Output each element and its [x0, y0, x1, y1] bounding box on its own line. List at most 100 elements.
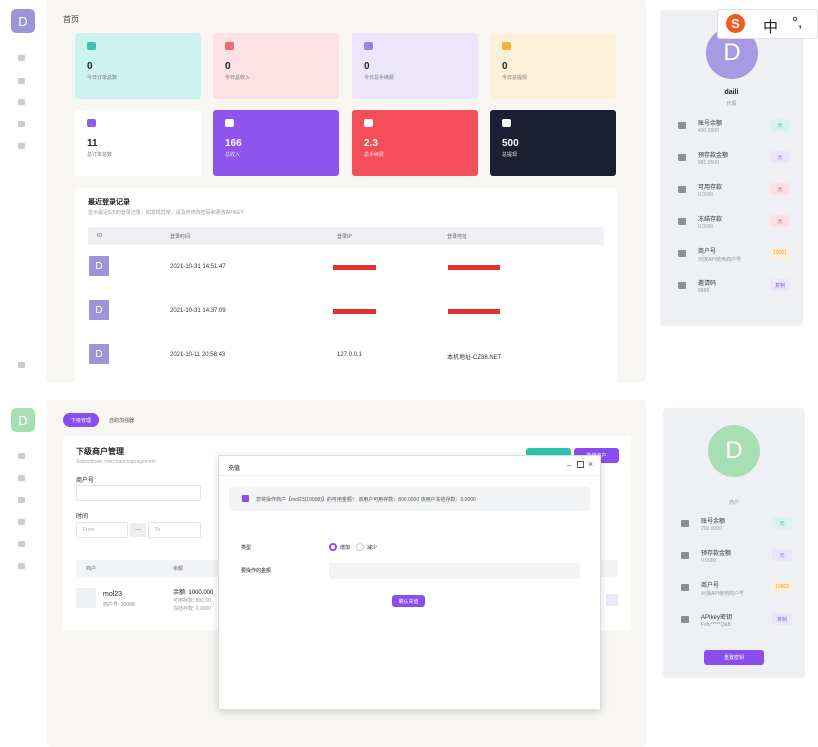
- row-time: 2021-10-11 20:58:43: [170, 352, 226, 358]
- radio-add[interactable]: [329, 543, 337, 551]
- stats-icon[interactable]: [18, 362, 25, 368]
- row-avatar: D: [89, 300, 109, 320]
- card-icon: [502, 119, 511, 127]
- ime-punct[interactable]: °,: [792, 14, 803, 31]
- ime-toolbar[interactable]: S 中 °,: [717, 9, 818, 39]
- row-badge[interactable]: 元: [772, 549, 792, 561]
- card-label: 今日总收入: [225, 75, 251, 81]
- stat-card: 11 总订单总数: [75, 110, 201, 176]
- login-title: 最近登录记录: [88, 199, 130, 206]
- close-icon[interactable]: ×: [588, 459, 594, 469]
- row-icon: [681, 584, 689, 591]
- brand-logo-bottom[interactable]: D: [11, 408, 35, 432]
- merchant-frozen: 冻结存款: 0.0000: [173, 606, 212, 612]
- from-placeholder: From: [83, 527, 95, 533]
- stat-card: 2.3 总手续费: [352, 110, 478, 176]
- books-icon[interactable]: [18, 121, 25, 127]
- badge-icon[interactable]: [18, 541, 25, 547]
- row-sub: 0.0000: [698, 192, 714, 198]
- row-badge[interactable]: 元: [770, 215, 790, 227]
- home-icon[interactable]: [18, 55, 25, 61]
- card-value: 0: [87, 61, 93, 72]
- shield-icon[interactable]: [18, 99, 25, 105]
- card-label: 今日总手续费: [364, 75, 395, 81]
- notice-box: [229, 487, 590, 511]
- home-icon[interactable]: [18, 453, 25, 459]
- card-value: 0: [364, 61, 370, 72]
- row-badge[interactable]: 元: [770, 119, 790, 131]
- row-badge[interactable]: 复制: [770, 279, 790, 291]
- row-sub: 8888: [698, 288, 710, 294]
- col-id: ID: [97, 233, 102, 239]
- row-sub: 0.0000: [698, 224, 714, 230]
- merchant-avail: 可用存款: 800.00: [173, 598, 212, 604]
- row-title: 预存款金额: [698, 153, 729, 159]
- row-badge[interactable]: 10003: [772, 581, 792, 593]
- recharge-modal: 充值 – × 您将操作商户【mol23(10008)】的可用金额！ 该用户可用存…: [218, 455, 601, 710]
- merchant-name: mol23: [103, 591, 123, 598]
- stat-card: 166 总收入: [213, 110, 339, 176]
- redacted-ip: [333, 265, 376, 270]
- maximize-icon[interactable]: [577, 461, 584, 468]
- brand-logo[interactable]: D: [11, 9, 35, 33]
- row-sub: 对接API使用商户号: [698, 257, 742, 263]
- profile-role-bottom: 商户: [728, 500, 739, 506]
- books-icon[interactable]: [18, 519, 25, 525]
- row-avatar: D: [89, 344, 109, 364]
- row-title: 商户号: [701, 583, 720, 589]
- plus-icon[interactable]: [18, 563, 25, 569]
- row-icon: [678, 250, 686, 257]
- card-icon: [364, 119, 373, 127]
- chart-icon[interactable]: [18, 78, 25, 84]
- row-badge[interactable]: 10001: [770, 247, 790, 259]
- amount-label: 要操作的金额: [241, 568, 272, 574]
- row-sub: 400.0000: [698, 128, 719, 134]
- row-icon: [678, 154, 686, 161]
- section-subtitle: Subordinate merchant management: [76, 459, 156, 465]
- notice-text: 您将操作商户【mol23(10008)】的可用金额！ 该用户可用存款：800.0…: [256, 497, 476, 503]
- merchant-input[interactable]: [76, 485, 201, 501]
- badge-icon[interactable]: [18, 143, 25, 149]
- stat-card: 0 今日总提现: [490, 33, 616, 99]
- card-icon: [87, 119, 96, 127]
- redacted-ip: [333, 309, 376, 314]
- minimize-icon[interactable]: –: [567, 461, 572, 470]
- submit-button[interactable]: 确认充值: [392, 595, 425, 607]
- tab-self-service[interactable]: 自助加强器: [109, 418, 135, 424]
- merchant-balance: 余额: 1000.000: [173, 590, 214, 596]
- reset-key-button[interactable]: 重置密钥: [704, 650, 764, 665]
- row-badge[interactable]: 元: [770, 183, 790, 195]
- page-title: 首页: [63, 15, 79, 24]
- stat-card: 0 今日总收入: [213, 33, 339, 99]
- profile-role: 代理: [726, 101, 737, 107]
- card-label: 总提现: [502, 152, 518, 158]
- chart-icon[interactable]: [18, 475, 25, 481]
- card-icon: [502, 42, 511, 50]
- card-icon: [364, 42, 373, 50]
- ime-logo-icon[interactable]: S: [726, 14, 745, 33]
- tab-sub-management[interactable]: 下级管理: [63, 413, 99, 427]
- row-time: 2021-10-31 14:37:09: [170, 308, 226, 314]
- merchant-avatar: [76, 588, 96, 608]
- lock-icon[interactable]: [606, 594, 618, 606]
- row-sub: 681.9500: [698, 160, 719, 166]
- login-subtitle: 显示最近5次的登录记录，如发现异常，请及时修改密码和更改APIKEY: [88, 210, 244, 216]
- amount-input[interactable]: [329, 563, 580, 579]
- row-addr: 本机地址-CZ88.NET: [447, 355, 502, 361]
- radio-sub[interactable]: [356, 543, 364, 551]
- radio-sub-label: 减少: [367, 545, 378, 551]
- date-to-input[interactable]: To: [148, 522, 201, 538]
- row-badge[interactable]: 复制: [772, 613, 792, 625]
- shield-icon[interactable]: [18, 497, 25, 503]
- redacted-addr: [448, 309, 500, 314]
- date-separator: —: [130, 523, 146, 537]
- row-icon: [678, 186, 686, 193]
- row-badge[interactable]: 元: [772, 517, 792, 529]
- login-panel: [75, 188, 617, 382]
- merchant-label: 商户号: [76, 478, 95, 484]
- date-from-input[interactable]: From: [76, 522, 128, 538]
- ime-mode[interactable]: 中: [763, 19, 779, 36]
- row-badge[interactable]: 元: [770, 151, 790, 163]
- row-title: 邀请码: [698, 281, 717, 287]
- row-ip: 127.0.0.1: [337, 352, 363, 358]
